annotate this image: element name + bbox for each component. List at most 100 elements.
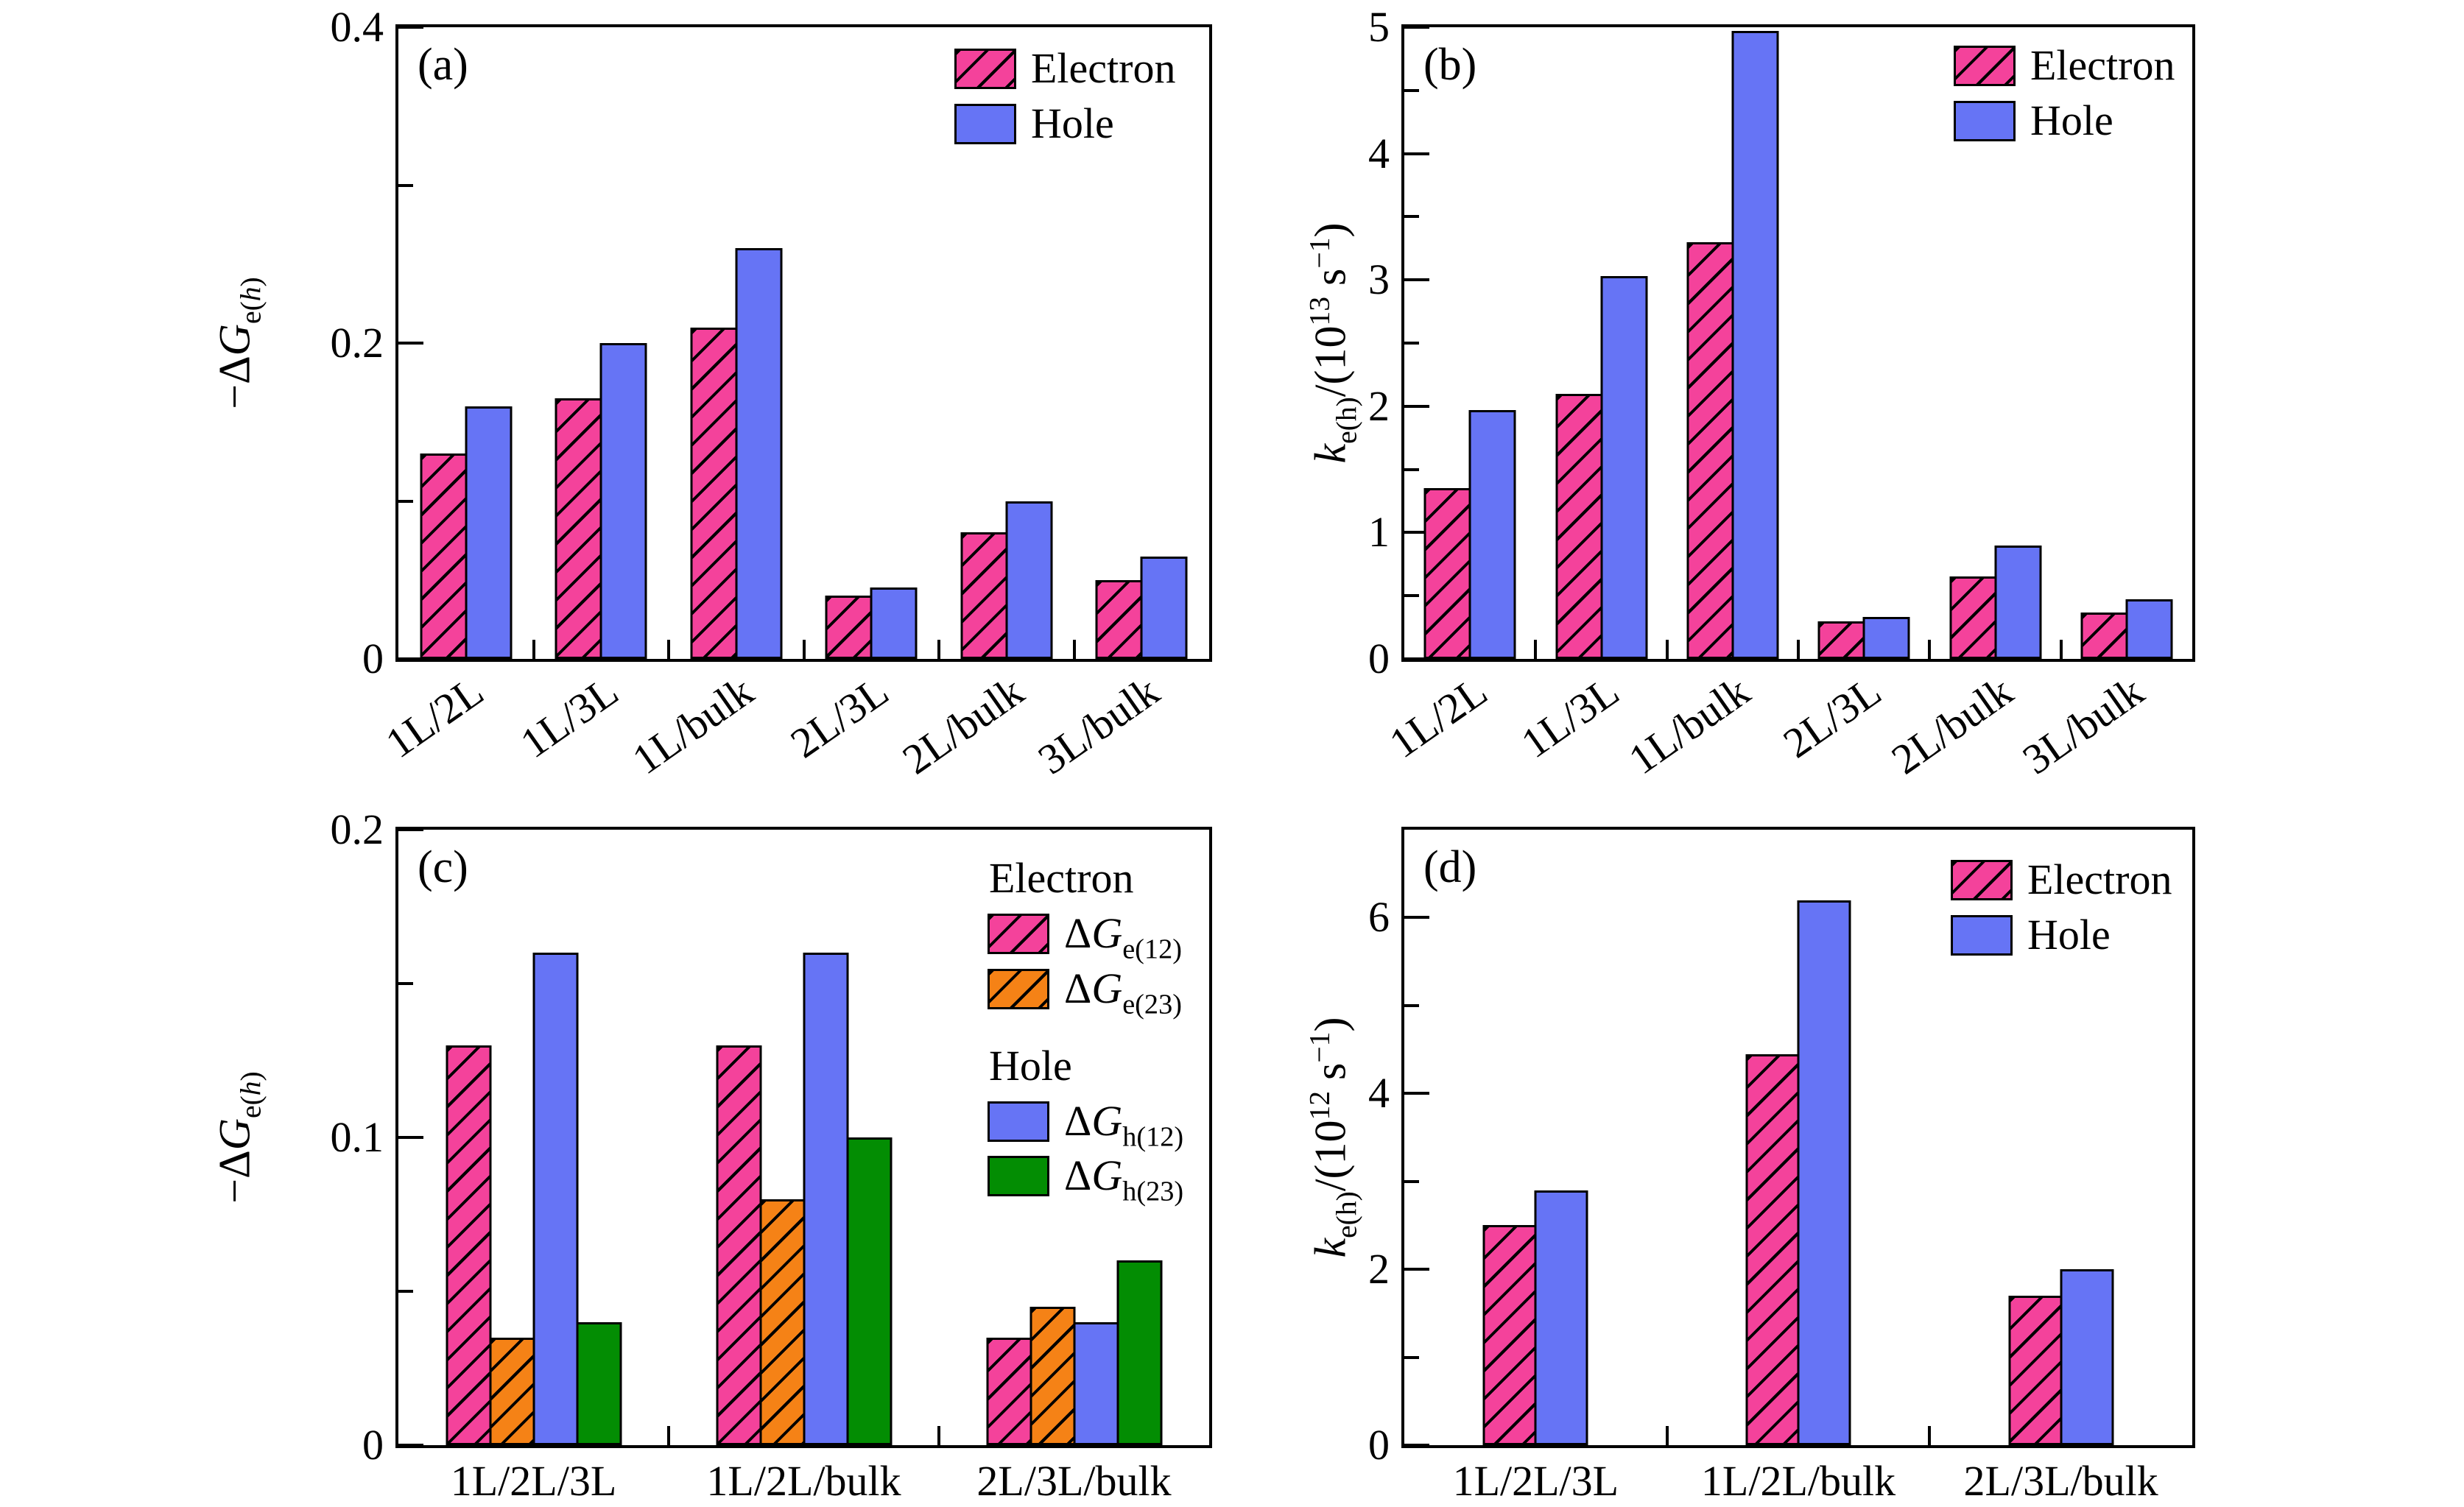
legend-swatch: [1951, 859, 2013, 900]
x-tick: [667, 640, 670, 659]
bar-group: [555, 27, 647, 659]
x-tick: [1665, 1426, 1669, 1445]
bar-group: [1482, 830, 1588, 1445]
legend-label: ΔGe(12): [1064, 908, 1182, 964]
legend-label: Hole: [2027, 910, 2111, 959]
legend-label: ΔGh(23): [1064, 1151, 1183, 1207]
y-axis-label: −ΔGe(h): [210, 1071, 267, 1204]
panel-tag: (b): [1423, 40, 1477, 90]
bar-group: [1745, 830, 1851, 1445]
legend: Electron Hole: [1954, 43, 2175, 154]
y-tick: [398, 657, 423, 660]
y-tick: [1404, 531, 1429, 534]
legend-label: ΔGe(23): [1064, 966, 1182, 1019]
bar-group: [825, 27, 918, 659]
y-axis-label: −ΔGe(h): [210, 277, 267, 409]
text-segment: G: [1091, 1151, 1123, 1200]
legend-label: Hole: [1031, 99, 1114, 147]
bar-gh23: [846, 1137, 892, 1445]
text-segment: −1: [1303, 237, 1336, 269]
x-category-text: 3L/bulk: [2014, 666, 2153, 784]
panel-tag: (c): [418, 842, 468, 892]
x-category-text: 3L/bulk: [1029, 666, 1168, 784]
text-segment: Hole: [2027, 910, 2111, 959]
x-category-text: 1L/2L: [376, 666, 492, 768]
bar-ge23: [759, 1199, 805, 1445]
bar-group: [960, 27, 1053, 659]
text-segment: ): [234, 1071, 267, 1081]
y-tick: [1404, 88, 1419, 92]
x-tick: [1928, 640, 1932, 659]
text-segment: ): [1306, 1017, 1355, 1032]
x-tick: [802, 640, 806, 659]
legend-item: Hole: [954, 99, 1175, 147]
text-segment: e(23): [1122, 989, 1182, 1020]
bar-hole: [1731, 31, 1779, 659]
bar-gh23: [1116, 1260, 1162, 1445]
x-tick: [937, 640, 940, 659]
bar-group: [2008, 830, 2114, 1445]
x-category-text: 2L/bulk: [1882, 666, 2021, 784]
bar-group: [1423, 27, 1516, 659]
y-tick: [1404, 1179, 1419, 1183]
x-category-text: 2L/bulk: [894, 666, 1032, 784]
bar-hole: [465, 406, 513, 659]
bar-hole: [1005, 501, 1053, 659]
x-category-text: 1L/bulk: [1620, 666, 1759, 784]
legend-label: Electron: [1031, 46, 1175, 91]
legend: Electron Hole: [1951, 857, 2172, 968]
text-segment: G: [1091, 1096, 1123, 1145]
y-tick: [1404, 152, 1429, 155]
y-tick: [1404, 916, 1429, 920]
x-tick: [1665, 640, 1669, 659]
y-tick-label: 0: [362, 1421, 384, 1469]
bar-electron: [690, 327, 738, 659]
legend-label: Electron: [2030, 43, 2175, 88]
y-tick: [1404, 594, 1419, 598]
text-segment: e(: [234, 1095, 267, 1118]
x-tick: [667, 1426, 670, 1445]
bar-electron: [555, 398, 602, 659]
legend-swatch: [988, 1101, 1049, 1142]
legend-label: ΔGh(12): [1064, 1096, 1183, 1151]
text-segment: 12: [1303, 1090, 1336, 1120]
text-segment: −Δ: [210, 1150, 259, 1204]
legend-header: Hole: [989, 1043, 1183, 1089]
text-segment: e(12): [1122, 934, 1182, 965]
bar-electron: [2008, 1295, 2063, 1445]
y-tick: [1404, 342, 1419, 345]
bar-electron: [1686, 241, 1734, 659]
y-tick-label: 0.2: [330, 805, 384, 853]
x-tick: [1534, 640, 1538, 659]
x-category-text: 1L/bulk: [624, 666, 762, 784]
text-segment: Δ: [1064, 1096, 1092, 1145]
y-tick: [1404, 1268, 1429, 1271]
text-segment: G: [1091, 908, 1123, 957]
y-tick: [1404, 657, 1429, 660]
bar-ge23: [489, 1337, 535, 1445]
text-segment: Δ: [1064, 908, 1092, 957]
text-segment: Electron: [989, 854, 1134, 902]
bar-hole: [2125, 599, 2173, 659]
bar-ge23: [1029, 1306, 1075, 1445]
x-category-text: 2L/3L: [1775, 666, 1890, 768]
y-tick: [1404, 1003, 1419, 1007]
x-category-text: 1L/2L: [1381, 666, 1496, 768]
plot-area: (d) Electron Hole ke(h)/(1012 s−1) 0 2 4 6 1L…: [1303, 827, 2195, 1503]
text-segment: Electron: [1031, 44, 1176, 92]
x-tick: [937, 1426, 940, 1445]
text-segment: Hole: [1031, 99, 1114, 147]
text-segment: −Δ: [210, 356, 259, 409]
text-segment: ): [1306, 222, 1355, 238]
plot-area: (c) Electron ΔGe(12) ΔGe(23) Hole ΔGh(12) ΔGh…: [211, 808, 1212, 1503]
y-tick: [398, 1136, 423, 1139]
x-category-text: 2L/3L/bulk: [1963, 1457, 2158, 1505]
bar-ge12: [716, 1045, 761, 1445]
y-tick: [1404, 278, 1429, 282]
bar-ge12: [986, 1337, 1032, 1445]
bar-gh12: [1073, 1321, 1119, 1445]
text-segment: e(: [234, 301, 267, 324]
bar-hole: [599, 343, 647, 659]
legend-swatch: [988, 1156, 1049, 1197]
